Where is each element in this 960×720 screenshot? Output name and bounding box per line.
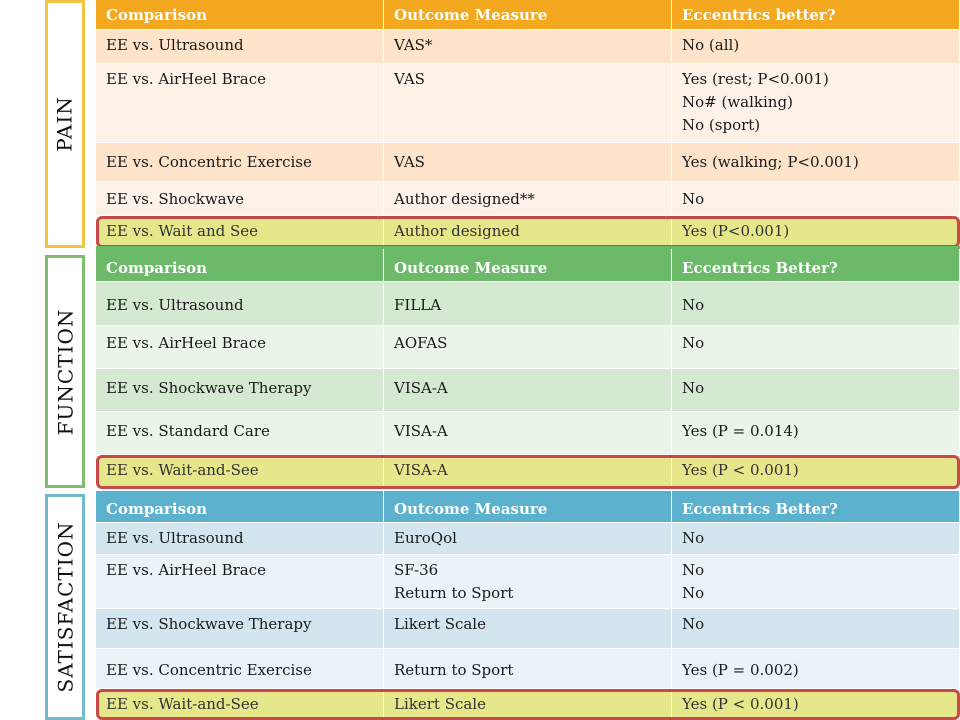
cell-result: No <box>672 609 960 648</box>
cell-outcome: Likert Scale <box>384 609 672 648</box>
cell-result: No <box>672 326 960 368</box>
table-row: EE vs. AirHeel Brace AOFAS No <box>96 326 960 369</box>
cell-result: Yes (rest; P<0.001) No# (walking) No (sp… <box>672 64 960 142</box>
cell-line: SF-36 <box>394 561 439 579</box>
table-header-row: Comparison Outcome Measure Eccentrics be… <box>96 0 960 30</box>
cell-outcome: VAS* <box>384 30 672 63</box>
table-row: EE vs. Concentric Exercise Return to Spo… <box>96 649 960 689</box>
cell-comparison: EE vs. Ultrasound <box>96 523 384 554</box>
cell-result: No No <box>672 555 960 608</box>
highlighted-table-row: EE vs. Wait-and-See VISA-A Yes (P < 0.00… <box>96 455 960 489</box>
cell-comparison: EE vs. Shockwave <box>96 182 384 215</box>
cell-outcome: SF-36 Return to Sport <box>384 555 672 608</box>
cell-result: No <box>672 523 960 554</box>
cell-comparison: EE vs. AirHeel Brace <box>96 326 384 368</box>
cell-outcome: Likert Scale <box>384 689 672 719</box>
cell-line: Return to Sport <box>394 584 514 602</box>
cell-outcome: AOFAS <box>384 326 672 368</box>
table-row: EE vs. AirHeel Brace SF-36 Return to Spo… <box>96 555 960 609</box>
header-outcome-measure: Outcome Measure <box>384 0 672 29</box>
function-section-label: FUNCTION <box>45 255 85 488</box>
table-row: EE vs. Standard Care VISA-A Yes (P = 0.0… <box>96 412 960 455</box>
cell-outcome: VISA-A <box>384 412 672 454</box>
header-eccentrics-better: Eccentrics Better? <box>672 491 960 522</box>
table-header-row: Comparison Outcome Measure Eccentrics Be… <box>96 491 960 523</box>
cell-comparison: EE vs. Shockwave Therapy <box>96 369 384 411</box>
table-row: EE vs. Shockwave Author designed** No <box>96 182 960 216</box>
cell-outcome: Author designed** <box>384 182 672 215</box>
cell-outcome: VAS <box>384 143 672 181</box>
cell-comparison: EE vs. Wait-and-See <box>96 455 384 488</box>
cell-comparison: EE vs. Wait and See <box>96 216 384 247</box>
header-comparison: Comparison <box>96 491 384 522</box>
function-label-text: FUNCTION <box>53 308 78 435</box>
cell-result: No (all) <box>672 30 960 63</box>
table-row: EE vs. Shockwave Therapy Likert Scale No <box>96 609 960 649</box>
cell-comparison: EE vs. Concentric Exercise <box>96 649 384 688</box>
cell-comparison: EE vs. AirHeel Brace <box>96 64 384 142</box>
cell-result: Yes (P<0.001) <box>672 216 960 247</box>
table-row: EE vs. Shockwave Therapy VISA-A No <box>96 369 960 412</box>
table-row: EE vs. Concentric Exercise VAS Yes (walk… <box>96 143 960 182</box>
cell-outcome: EuroQol <box>384 523 672 554</box>
cell-comparison: EE vs. Wait-and-See <box>96 689 384 719</box>
cell-result: Yes (walking; P<0.001) <box>672 143 960 181</box>
pain-section-label: PAIN <box>45 0 85 248</box>
highlighted-table-row: EE vs. Wait-and-See Likert Scale Yes (P … <box>96 689 960 720</box>
cell-result: No <box>672 282 960 325</box>
cell-line: Yes (rest; P<0.001) <box>682 70 829 88</box>
cell-outcome: Return to Sport <box>384 649 672 688</box>
cell-line: No <box>682 584 705 602</box>
table-row: EE vs. Ultrasound FILLA No <box>96 282 960 326</box>
header-outcome-measure: Outcome Measure <box>384 491 672 522</box>
cell-result: Yes (P < 0.001) <box>672 455 960 488</box>
cell-line: No <box>682 561 705 579</box>
cell-outcome: VISA-A <box>384 455 672 488</box>
cell-result: No <box>672 369 960 411</box>
cell-comparison: EE vs. Standard Care <box>96 412 384 454</box>
header-comparison: Comparison <box>96 0 384 29</box>
function-table: Comparison Outcome Measure Eccentrics Be… <box>96 246 960 489</box>
cell-comparison: EE vs. Concentric Exercise <box>96 143 384 181</box>
cell-result: No <box>672 182 960 215</box>
cell-result: Yes (P = 0.014) <box>672 412 960 454</box>
cell-outcome: VISA-A <box>384 369 672 411</box>
table-row: EE vs. Ultrasound VAS* No (all) <box>96 30 960 64</box>
header-comparison: Comparison <box>96 249 384 281</box>
table-row: EE vs. Ultrasound EuroQol No <box>96 523 960 555</box>
header-eccentrics-better: Eccentrics better? <box>672 0 960 29</box>
cell-line: No# (walking) <box>682 93 793 111</box>
cell-result: Yes (P = 0.002) <box>672 649 960 688</box>
pain-table: Comparison Outcome Measure Eccentrics be… <box>96 0 960 248</box>
cell-comparison: EE vs. AirHeel Brace <box>96 555 384 608</box>
cell-line: No (sport) <box>682 116 761 134</box>
satisfaction-section-label: SATISFACTION <box>45 494 85 720</box>
header-eccentrics-better: Eccentrics Better? <box>672 249 960 281</box>
table-row: EE vs. AirHeel Brace VAS Yes (rest; P<0.… <box>96 64 960 143</box>
satisfaction-label-text: SATISFACTION <box>53 521 78 693</box>
cell-result: Yes (P < 0.001) <box>672 689 960 719</box>
cell-comparison: EE vs. Ultrasound <box>96 282 384 325</box>
header-outcome-measure: Outcome Measure <box>384 249 672 281</box>
cell-outcome: VAS <box>384 64 672 142</box>
pain-label-text: PAIN <box>53 96 77 152</box>
table-header-row: Comparison Outcome Measure Eccentrics Be… <box>96 246 960 282</box>
cell-outcome: Author designed <box>384 216 672 247</box>
cell-comparison: EE vs. Shockwave Therapy <box>96 609 384 648</box>
satisfaction-table: Comparison Outcome Measure Eccentrics Be… <box>96 491 960 720</box>
cell-comparison: EE vs. Ultrasound <box>96 30 384 63</box>
highlighted-table-row: EE vs. Wait and See Author designed Yes … <box>96 216 960 248</box>
cell-outcome: FILLA <box>384 282 672 325</box>
